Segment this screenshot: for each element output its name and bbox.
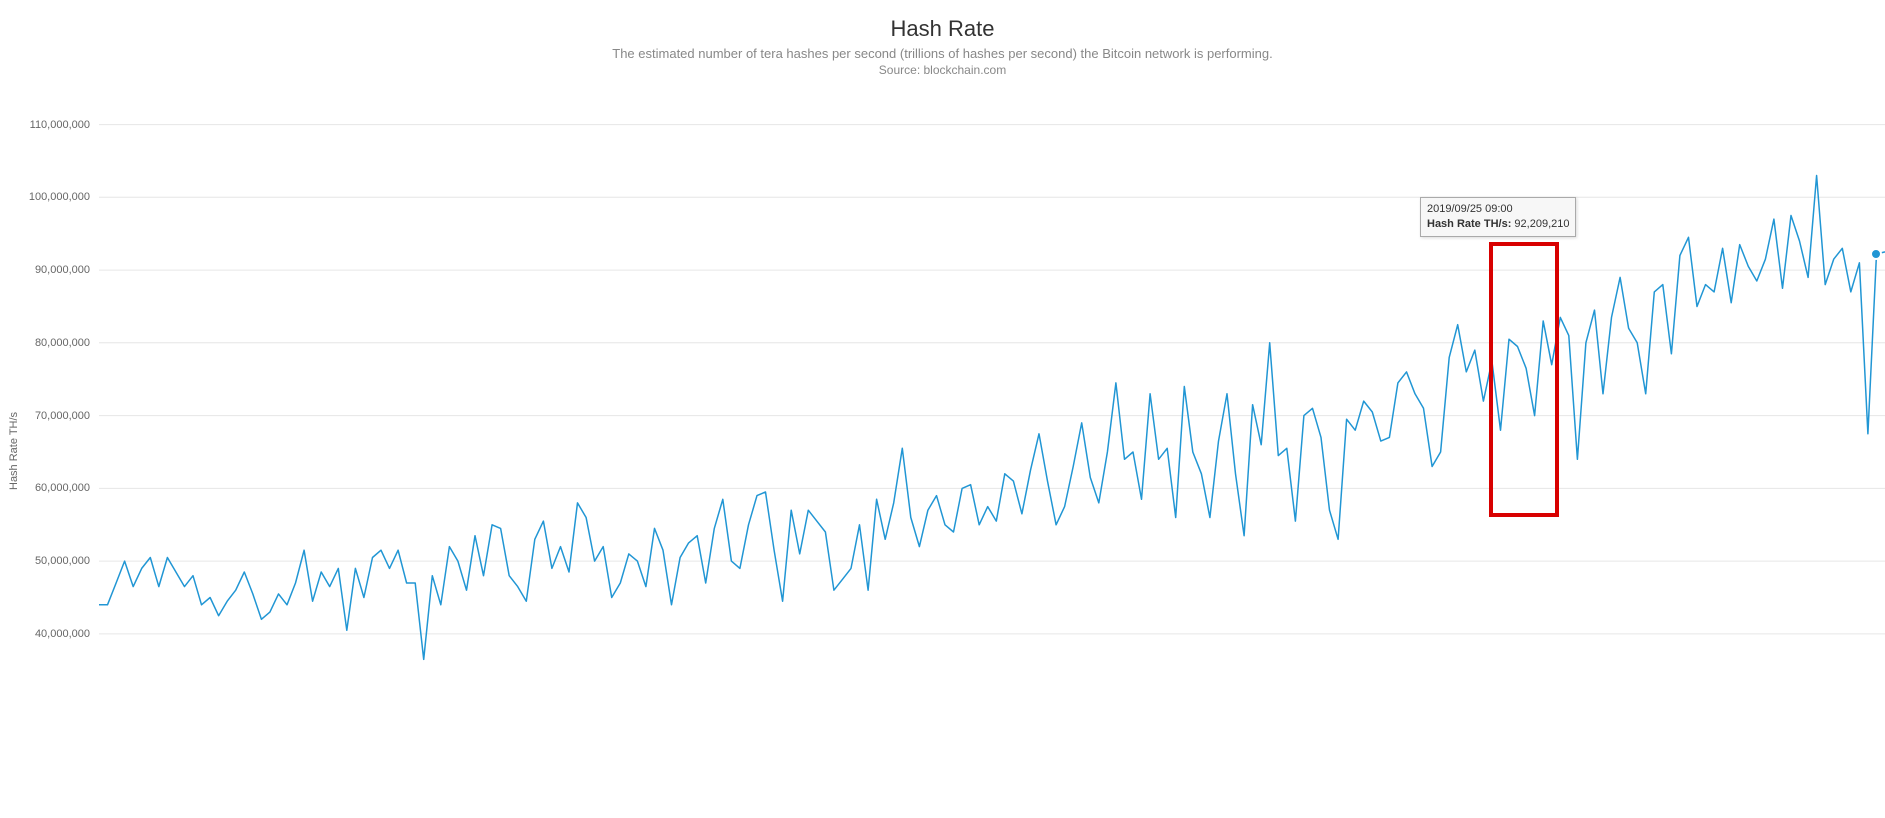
chart-subtitle: The estimated number of tera hashes per … <box>0 46 1885 61</box>
y-tick-label: 100,000,000 <box>29 191 90 203</box>
tooltip-timestamp: 2019/09/25 09:00 <box>1427 202 1569 217</box>
series-line <box>99 110 1885 663</box>
chart-source: Source: blockchain.com <box>0 63 1885 77</box>
y-axis-title: Hash Rate TH/s <box>8 412 20 490</box>
y-tick-label: 60,000,000 <box>35 482 90 494</box>
chart-title: Hash Rate <box>0 16 1885 42</box>
chart-header: Hash Rate The estimated number of tera h… <box>0 0 1885 77</box>
y-tick-label: 80,000,000 <box>35 337 90 349</box>
y-tick-label: 90,000,000 <box>35 264 90 276</box>
tooltip-value: 92,209,210 <box>1514 218 1569 230</box>
plot[interactable] <box>99 110 1885 663</box>
hover-marker <box>1870 248 1882 260</box>
y-tick-label: 70,000,000 <box>35 410 90 422</box>
y-tick-label: 110,000,000 <box>30 119 90 131</box>
tooltip: 2019/09/25 09:00 Hash Rate TH/s: 92,209,… <box>1420 197 1576 237</box>
tooltip-label: Hash Rate TH/s: <box>1427 218 1511 230</box>
y-tick-label: 40,000,000 <box>35 628 90 640</box>
y-tick-label: 50,000,000 <box>35 555 90 567</box>
chart-area: Hash Rate TH/s 40,000,000 50,000,000 60,00… <box>0 90 1885 818</box>
